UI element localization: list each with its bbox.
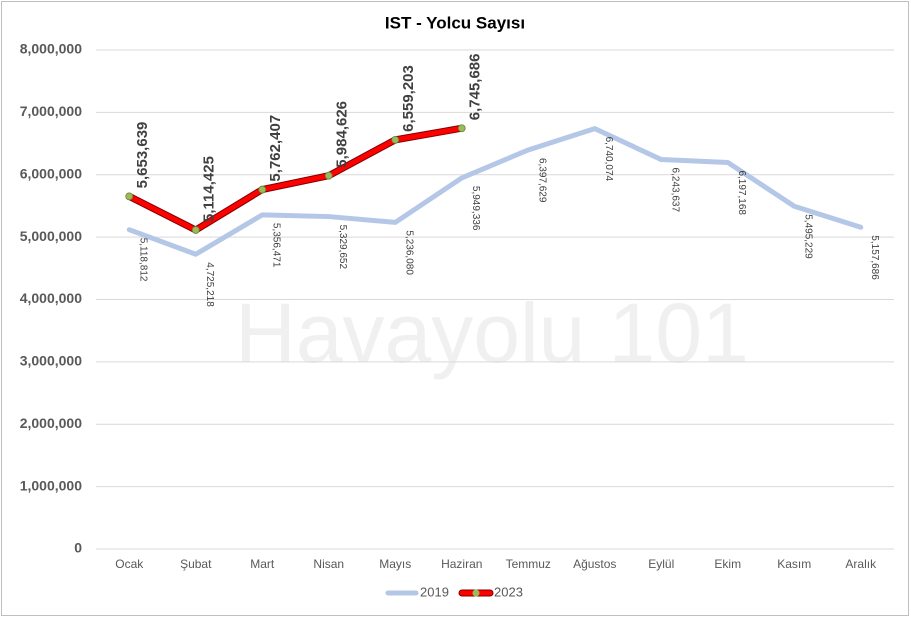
x-tick-label: Şubat (180, 557, 212, 571)
point-marker (457, 124, 466, 133)
data-label: 6,559,203 (400, 65, 417, 132)
data-label: 5,118,812 (138, 238, 149, 282)
y-tick-label: 8,000,000 (20, 41, 82, 57)
y-tick-label: 7,000,000 (20, 103, 82, 119)
x-tick-label: Haziran (441, 557, 482, 571)
x-tick-label: Kasım (777, 557, 811, 571)
x-tick-label: Ocak (115, 557, 144, 571)
x-tick-label: Ağustos (573, 557, 616, 571)
data-label: 5,157,686 (869, 235, 880, 280)
data-label: 5,495,229 (803, 214, 814, 259)
y-tick-label: 2,000,000 (20, 415, 82, 431)
y-tick-label: 5,000,000 (20, 228, 82, 244)
data-label: 6,197,168 (736, 170, 747, 215)
point-marker (324, 171, 333, 180)
data-label: 5,984,626 (334, 101, 351, 168)
y-tick-label: 0 (74, 540, 82, 556)
data-label: 5,949,336 (470, 186, 481, 231)
data-label: 6,397,629 (537, 158, 548, 203)
legend-label: 2023 (494, 584, 523, 599)
legend-label: 2019 (420, 584, 449, 599)
x-tick-label: Temmuz (506, 557, 551, 571)
x-tick-label: Eylül (648, 557, 674, 571)
x-tick-label: Nisan (313, 557, 344, 571)
data-label: 6,243,637 (670, 168, 681, 213)
data-label: 5,762,407 (267, 115, 284, 182)
point-marker (191, 226, 200, 234)
y-tick-label: 6,000,000 (20, 165, 82, 181)
x-tick-label: Aralık (845, 557, 877, 571)
x-tick-label: Mart (250, 557, 275, 571)
point-marker (125, 192, 134, 201)
data-label: 5,653,639 (134, 122, 151, 189)
data-label: 5,329,652 (337, 225, 348, 270)
data-label: 5,236,080 (404, 230, 415, 275)
watermark: Havayolu 101 (235, 286, 749, 380)
data-label: 6,740,074 (603, 137, 614, 182)
data-label: 4,725,218 (204, 262, 215, 307)
series-line (126, 126, 864, 257)
series-line (126, 125, 465, 233)
data-label: 6,745,686 (467, 54, 484, 121)
data-label: 5,114,425 (201, 156, 218, 222)
point-marker (391, 135, 400, 144)
point-marker (258, 185, 267, 194)
legend-marker (472, 589, 480, 597)
y-tick-label: 3,000,000 (20, 353, 82, 369)
y-tick-label: 1,000,000 (20, 477, 82, 493)
x-tick-label: Ekim (714, 557, 741, 571)
data-label: 5,356,471 (271, 223, 282, 268)
y-tick-label: 4,000,000 (20, 290, 82, 306)
chart-title: IST - Yolcu Sayısı (385, 13, 525, 32)
x-tick-label: Mayıs (379, 557, 411, 571)
